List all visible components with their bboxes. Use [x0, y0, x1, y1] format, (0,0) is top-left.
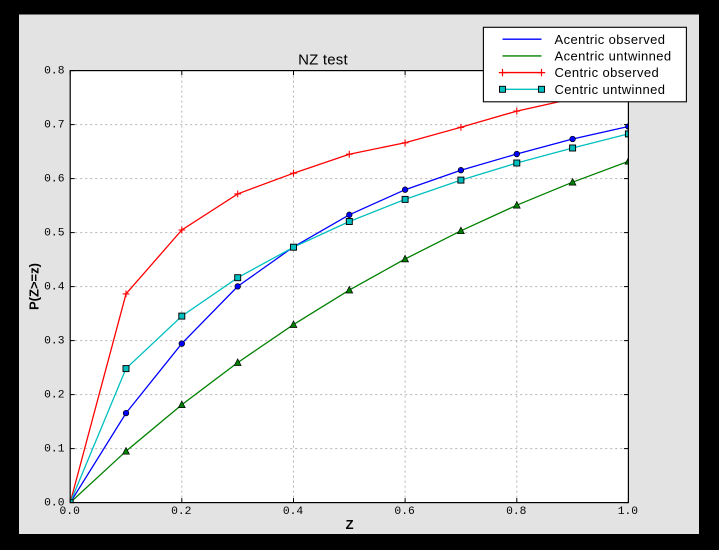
svg-text:Acentric observed: Acentric observed [555, 32, 666, 47]
svg-text:Centric observed: Centric observed [555, 65, 660, 80]
svg-text:0.6: 0.6 [394, 506, 415, 518]
svg-text:P(Z>=z): P(Z>=z) [27, 263, 42, 310]
svg-text:Acentric untwinned: Acentric untwinned [555, 49, 672, 64]
svg-text:Z: Z [346, 517, 354, 532]
svg-text:0.4: 0.4 [283, 506, 304, 518]
svg-text:0.5: 0.5 [44, 228, 65, 240]
svg-text:0.2: 0.2 [171, 506, 191, 518]
svg-text:0.1: 0.1 [44, 444, 65, 456]
svg-text:0.0: 0.0 [60, 506, 81, 518]
svg-text:0.8: 0.8 [506, 506, 527, 518]
svg-text:NZ test: NZ test [298, 51, 348, 68]
svg-text:0.0: 0.0 [44, 498, 65, 510]
svg-text:0.4: 0.4 [44, 282, 65, 294]
svg-text:0.8: 0.8 [44, 66, 65, 78]
svg-text:0.6: 0.6 [44, 174, 65, 186]
svg-text:0.2: 0.2 [44, 390, 64, 402]
svg-text:Centric untwinned: Centric untwinned [555, 82, 666, 97]
svg-text:0.3: 0.3 [44, 336, 65, 348]
svg-text:0.7: 0.7 [44, 120, 64, 132]
svg-text:1.0: 1.0 [618, 506, 639, 518]
